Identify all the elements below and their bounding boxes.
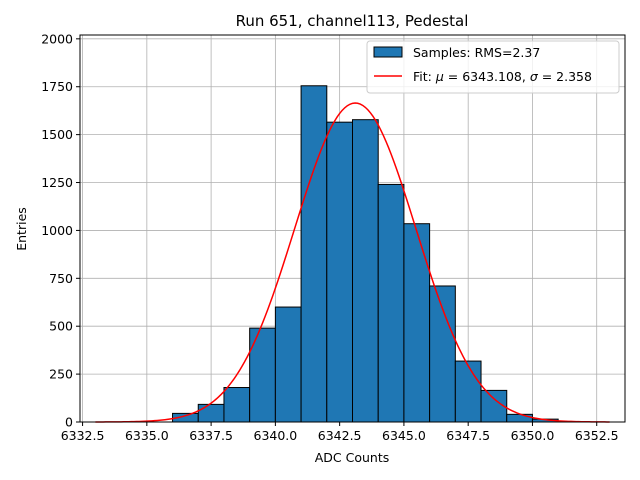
- x-axis-ticks: 6332.5 6335.0 6337.5 6340.0 6342.5 6345.0 6347…: [61, 422, 619, 443]
- y-tick-label-5: 1250: [41, 175, 73, 190]
- y-tick-label-7: 1750: [41, 79, 73, 94]
- histogram-bar-8: [377, 183, 405, 423]
- legend-box: [366, 40, 620, 94]
- x-tick-label-2: 6337.5: [189, 428, 233, 443]
- plot-frame: [79, 34, 626, 423]
- histogram-bar-9: [403, 223, 431, 423]
- y-tick-label-2: 500: [49, 319, 73, 334]
- histogram-bar-5: [300, 85, 328, 423]
- x-tick-label-0: 6332.5: [61, 428, 105, 443]
- legend: Samples: RMS=2.37 Fit: μ = 6343.108, σ =…: [366, 40, 620, 94]
- y-tick-label-4: 1000: [41, 223, 73, 238]
- legend-fit-middle: = 6343.108,: [444, 69, 530, 84]
- histogram-bar-1: [197, 403, 225, 423]
- chart-title: Run 651, channel113, Pedestal: [236, 12, 469, 30]
- legend-fit-mu-symbol: μ: [435, 69, 444, 84]
- histogram-bar-7: [352, 119, 379, 423]
- x-tick-label-4: 6342.5: [318, 428, 362, 443]
- x-tick-label-8: 6352.5: [575, 428, 619, 443]
- legend-fit-label: Fit: μ = 6343.108, σ = 2.358: [413, 69, 592, 84]
- legend-samples-label: Samples: RMS=2.37: [413, 45, 540, 60]
- legend-samples-swatch: [373, 46, 403, 58]
- x-tick-label-6: 6347.5: [446, 428, 490, 443]
- histogram-bar-12: [480, 389, 508, 423]
- legend-fit-sigma-symbol: σ: [530, 69, 539, 84]
- x-tick-label-3: 6340.0: [254, 428, 298, 443]
- fit-curve: [95, 102, 610, 423]
- legend-fit-prefix: Fit:: [413, 69, 436, 84]
- histogram-bar-2: [223, 387, 251, 423]
- histogram-bar-13: [506, 413, 533, 423]
- x-tick-label-5: 6345.0: [382, 428, 426, 443]
- histogram-bar-3: [249, 327, 276, 423]
- histogram-bar-10: [429, 285, 456, 423]
- y-tick-label-0: 0: [65, 415, 73, 430]
- histogram-bar-11: [454, 360, 482, 423]
- y-tick-label-3: 750: [49, 271, 73, 286]
- y-tick-label-8: 2000: [41, 31, 73, 46]
- x-tick-label-7: 6350.0: [511, 428, 555, 443]
- y-tick-label-6: 1500: [41, 127, 73, 142]
- x-axis-label: ADC Counts: [315, 450, 390, 465]
- y-axis-label: Entries: [14, 207, 29, 251]
- x-tick-label-1: 6335.0: [125, 428, 169, 443]
- histogram-bar-4: [274, 306, 302, 423]
- y-tick-label-1: 250: [49, 367, 73, 382]
- y-axis-ticks: 0 250 500 750 1000 1250 1500 1750 2000: [41, 31, 80, 430]
- histogram-bar-6: [326, 121, 353, 423]
- histogram-bars: [172, 85, 559, 423]
- fit-curve-group: [95, 102, 610, 423]
- legend-fit-suffix: = 2.358: [538, 69, 592, 84]
